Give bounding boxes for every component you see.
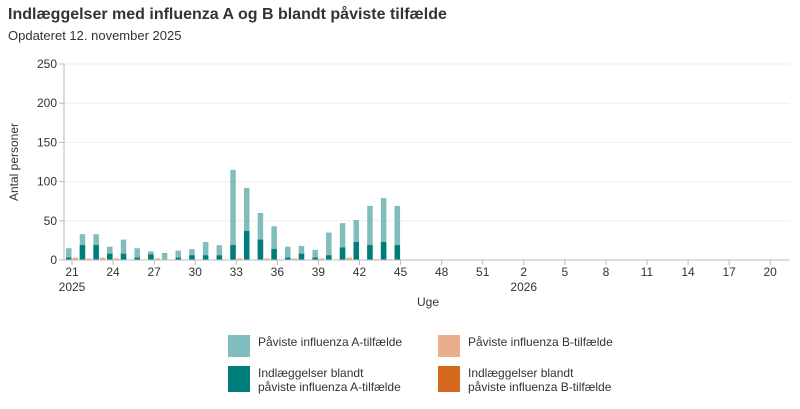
legend-swatch-b-hospitalizations bbox=[438, 366, 460, 392]
svg-text:33: 33 bbox=[230, 265, 244, 279]
svg-text:50: 50 bbox=[44, 214, 58, 228]
svg-text:51: 51 bbox=[476, 265, 490, 279]
svg-text:30: 30 bbox=[189, 265, 203, 279]
svg-text:5: 5 bbox=[561, 265, 568, 279]
legend-swatch-a-cases bbox=[228, 335, 250, 357]
x-axis-label: Uge bbox=[416, 295, 440, 309]
bars bbox=[66, 169, 401, 260]
svg-text:45: 45 bbox=[394, 265, 408, 279]
chart-title: Indlæggelser med influenza A og B blandt… bbox=[8, 6, 447, 23]
svg-text:2: 2 bbox=[520, 265, 527, 279]
svg-text:36: 36 bbox=[271, 265, 285, 279]
legend-label: Påviste influenza B-tilfælde bbox=[468, 335, 613, 349]
svg-text:11: 11 bbox=[641, 265, 654, 279]
svg-text:0: 0 bbox=[50, 253, 57, 267]
legend-swatch-a-hospitalizations bbox=[228, 366, 250, 392]
svg-text:42: 42 bbox=[353, 265, 367, 279]
svg-text:250: 250 bbox=[37, 57, 57, 71]
svg-text:2025: 2025 bbox=[59, 280, 86, 294]
legend-swatch-b-cases bbox=[438, 335, 460, 357]
legend-label: Påviste influenza A-tilfælde bbox=[258, 335, 403, 349]
legend-item-b-cases[interactable]: Påviste influenza B-tilfælde bbox=[438, 335, 613, 357]
svg-text:20: 20 bbox=[764, 265, 778, 279]
svg-text:24: 24 bbox=[106, 265, 120, 279]
y-axis: 0 50 100 150 200 250 bbox=[37, 57, 65, 267]
legend-item-a-cases[interactable]: Påviste influenza A-tilfælde bbox=[228, 335, 402, 357]
svg-text:200: 200 bbox=[37, 96, 57, 110]
legend-label: Indlæggelser blandt påviste influenza B-… bbox=[468, 366, 612, 394]
svg-text:27: 27 bbox=[147, 265, 161, 279]
chart-subtitle: Opdateret 12. november 2025 bbox=[8, 28, 182, 43]
svg-text:2026: 2026 bbox=[510, 280, 537, 294]
svg-text:39: 39 bbox=[312, 265, 326, 279]
grid-lines bbox=[64, 63, 790, 222]
svg-text:48: 48 bbox=[435, 265, 449, 279]
svg-text:21: 21 bbox=[65, 265, 79, 279]
svg-text:17: 17 bbox=[722, 265, 736, 279]
legend-item-b-hospitalizations[interactable]: Indlæggelser blandt påviste influenza B-… bbox=[438, 366, 611, 394]
svg-text:100: 100 bbox=[37, 175, 57, 189]
svg-text:8: 8 bbox=[603, 265, 610, 279]
legend-item-a-hospitalizations[interactable]: Indlæggelser blandt påviste influenza A-… bbox=[228, 366, 401, 394]
svg-text:150: 150 bbox=[37, 135, 57, 149]
svg-text:14: 14 bbox=[681, 265, 695, 279]
legend-label: Indlæggelser blandt påviste influenza A-… bbox=[258, 366, 401, 394]
